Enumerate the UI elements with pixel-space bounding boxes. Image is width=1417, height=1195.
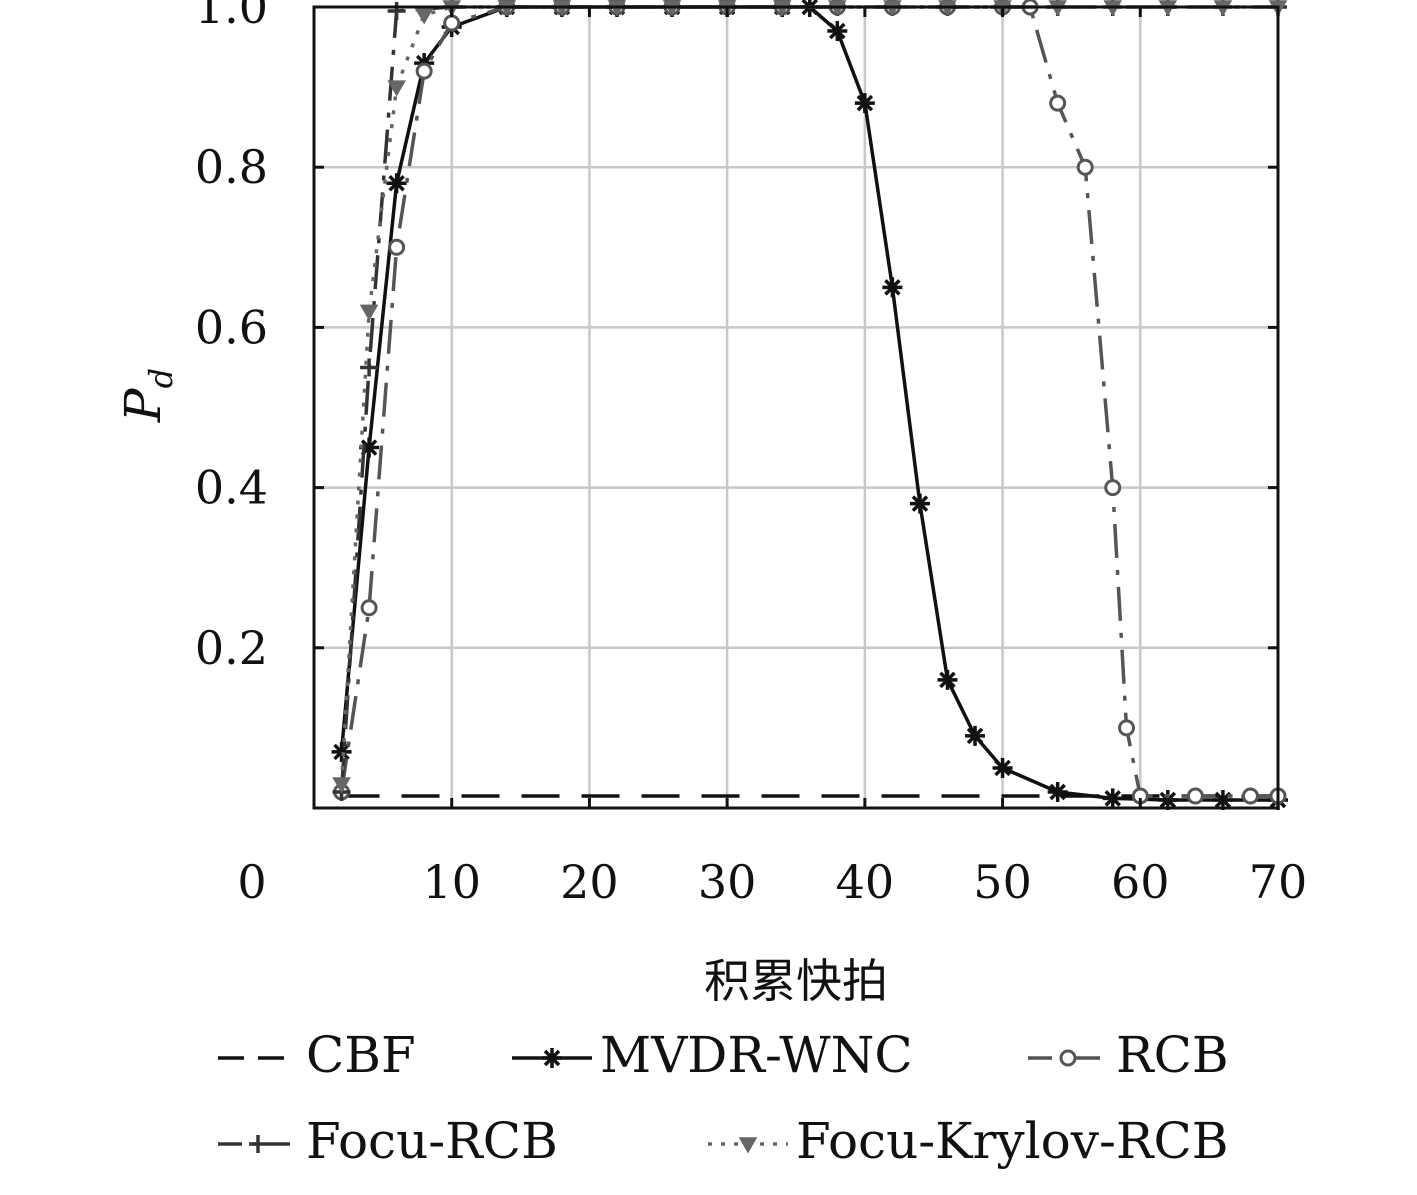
series-line: [339, 5, 1278, 802]
data-point: [387, 2, 406, 21]
series-line: [339, 5, 1278, 793]
legend-label: MVDR-WNC: [600, 1026, 913, 1084]
data-point: [1076, 158, 1094, 176]
legend-marker: [1059, 1049, 1077, 1067]
x-tick-label: 30: [698, 855, 757, 909]
x-tick-label: 60: [1111, 855, 1170, 909]
y-tick-label: 0.4: [195, 461, 268, 515]
legend-marker: [542, 1048, 562, 1068]
tick-marks: [314, 5, 1278, 808]
y-tick-label: 0.6: [195, 300, 268, 354]
x-axis-label: 积累快拍: [704, 954, 888, 1008]
grid: [314, 5, 1278, 808]
x-tick-label: 70: [1249, 855, 1308, 909]
y-tick-label: 0.2: [195, 621, 268, 675]
series-focu-krylov-rcb: [332, 0, 1288, 794]
data-point: [1102, 788, 1123, 809]
data-point: [854, 93, 875, 114]
data-point: [1241, 787, 1259, 805]
series-line: [339, 5, 1278, 785]
y-axis-label: Pd: [114, 368, 180, 423]
series-rcb: [333, 0, 1287, 805]
data-point: [360, 599, 378, 617]
legend-label: Focu-RCB: [306, 1112, 558, 1170]
data-point: [414, 8, 434, 25]
data-point: [443, 14, 461, 32]
data-point: [360, 358, 379, 377]
series-line: [339, 5, 1278, 798]
y-tick-label: 0.8: [195, 140, 268, 194]
y-axis-label-subscript: d: [142, 368, 180, 388]
series-mvdr-wnc: [331, 0, 1288, 810]
data-point: [965, 725, 986, 746]
legend: CBF MVDR-WNC RCB Focu-RCB Focu-Krylov-RCB: [218, 1026, 1229, 1170]
legend-item: Focu-RCB: [218, 1112, 558, 1170]
data-point: [331, 741, 352, 762]
legend-item: Focu-Krylov-RCB: [708, 1112, 1229, 1170]
series-focu-rcb: [332, 0, 1287, 801]
data-point: [909, 493, 930, 514]
data-point: [1186, 787, 1204, 805]
y-tick-labels: 0.2 0.4 0.6 0.8 1.0: [195, 0, 268, 675]
data-point: [387, 80, 406, 97]
plot-frame: [312, 5, 1280, 810]
x-tick-label: 20: [560, 855, 619, 909]
legend-item: RCB: [1028, 1026, 1229, 1084]
legend-marker: [249, 1135, 267, 1153]
x-tick-labels: 0 10 20 30 40 50 60 70: [237, 855, 1307, 909]
legend-item: CBF: [218, 1026, 416, 1084]
data-point: [1118, 719, 1136, 737]
data-point: [386, 173, 407, 194]
data-point: [1049, 94, 1067, 112]
y-tick-label: 1.0: [195, 0, 268, 34]
x-tick-label: 40: [836, 855, 895, 909]
data-point: [937, 669, 958, 690]
x-tick-label: 10: [422, 855, 481, 909]
data-point: [1047, 781, 1068, 802]
data-point: [388, 238, 406, 256]
data-point: [992, 757, 1013, 778]
series-layer: [331, 0, 1288, 810]
legend-label: CBF: [306, 1026, 416, 1084]
y-axis-label-main: P: [114, 387, 172, 423]
legend-label: RCB: [1116, 1026, 1229, 1084]
data-point: [827, 21, 848, 42]
x-tick-label: 50: [973, 855, 1032, 909]
data-point: [882, 277, 903, 298]
data-point: [415, 62, 433, 80]
x-tick-label: 0: [237, 855, 266, 909]
legend-marker: [738, 1137, 758, 1154]
legend-label: Focu-Krylov-RCB: [796, 1112, 1229, 1170]
data-point: [359, 304, 379, 321]
legend-item: MVDR-WNC: [512, 1026, 913, 1084]
data-point: [1104, 479, 1122, 497]
data-point: [332, 777, 351, 794]
